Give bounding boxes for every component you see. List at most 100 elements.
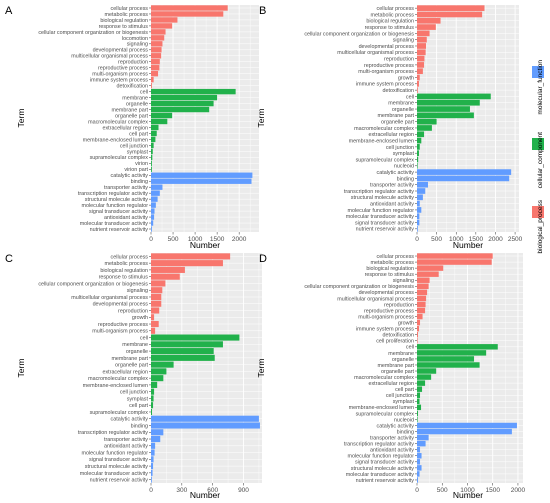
bar <box>151 106 210 113</box>
plot-background <box>151 253 262 483</box>
term-label: multi-organism process <box>92 72 148 78</box>
bar <box>151 327 156 334</box>
term-label: immune system process <box>356 327 414 333</box>
x-tick-label: 0 <box>149 236 153 243</box>
legend-key-cellular-component <box>532 138 544 150</box>
term-label: organelle part <box>115 113 148 119</box>
bar <box>151 220 154 226</box>
x-axis-title: Number <box>453 240 483 250</box>
term-label: biological regulation <box>100 268 148 274</box>
term-label: developmental process <box>93 302 149 308</box>
bar <box>151 118 168 125</box>
bar <box>417 188 426 194</box>
bar <box>151 408 153 416</box>
term-label: locomotion <box>122 36 148 42</box>
bar <box>417 131 425 138</box>
bar <box>151 395 154 402</box>
bar <box>417 106 470 112</box>
bar <box>151 214 155 220</box>
bar <box>417 175 510 182</box>
bar <box>151 17 178 23</box>
bar <box>151 435 161 443</box>
bar <box>151 29 166 35</box>
bar <box>417 207 422 213</box>
bar <box>151 202 156 208</box>
term-label: response to stimulus <box>99 24 149 30</box>
term-label: organelle <box>126 349 148 355</box>
x-tick-label: 1000 <box>188 236 203 243</box>
bar <box>417 295 427 302</box>
term-label: cellular component organization or bioge… <box>304 31 414 37</box>
term-label: biological regulation <box>366 19 414 25</box>
term-label: multi-organism process <box>92 329 148 335</box>
term-label: membrane part <box>377 113 414 119</box>
bar <box>151 415 259 422</box>
term-label: multicellular organismal process <box>337 296 414 302</box>
term-label: extracellular region <box>102 125 148 131</box>
term-label: cell junction <box>386 393 414 399</box>
bar <box>417 453 422 459</box>
term-label: reproductive process <box>364 308 414 314</box>
bar <box>151 142 154 149</box>
x-tick-label: 0 <box>415 236 419 243</box>
term-label: transcription regulator activity <box>344 442 414 448</box>
legend-label: cellular_component <box>537 132 544 189</box>
bar <box>417 5 485 11</box>
bar <box>151 178 252 184</box>
term-label: detoxification <box>117 84 148 90</box>
bar <box>151 287 163 294</box>
bar <box>151 130 157 137</box>
bar <box>151 47 162 53</box>
term-label: reproductive process <box>98 322 148 328</box>
term-label: catalytic activity <box>111 173 149 179</box>
bar <box>151 166 152 172</box>
bar <box>417 93 491 100</box>
term-label: structural molecule activity <box>351 195 415 201</box>
bar <box>417 471 420 477</box>
x-axis-title: Number <box>453 490 483 500</box>
term-label: antioxidant activity <box>370 448 414 454</box>
term-label: molecular transducer activity <box>346 214 415 220</box>
term-label: cellular process <box>111 254 149 260</box>
term-label: metabolic process <box>371 12 415 18</box>
bar <box>417 17 441 24</box>
term-label: membrane <box>388 351 414 357</box>
bar <box>151 456 154 463</box>
term-label: antioxidant activity <box>104 444 148 450</box>
term-label: cellular component organization or bioge… <box>38 30 148 36</box>
bar <box>417 277 430 283</box>
term-label: reproduction <box>384 302 414 308</box>
panel-letter: A <box>5 5 13 17</box>
term-label: molecular function regulator <box>81 203 148 209</box>
x-tick-label: 2000 <box>232 236 247 243</box>
panel-letter: C <box>5 253 13 265</box>
bar <box>417 271 439 277</box>
bar <box>151 307 160 314</box>
term-label: cellular component organization or bioge… <box>38 281 148 287</box>
bar <box>417 392 421 398</box>
term-label: extracellular region <box>368 132 414 138</box>
bar <box>151 368 167 375</box>
term-label: nutrient reservoir activity <box>90 227 149 233</box>
bar <box>417 319 421 326</box>
bar <box>151 76 154 83</box>
term-label: supramolecular complex <box>90 155 149 161</box>
bar <box>151 184 163 190</box>
term-label: signal transducer activity <box>355 220 414 226</box>
term-label: membrane-enclosed lumen <box>83 137 148 143</box>
term-label: macromolecular complex <box>354 126 414 132</box>
bar <box>417 226 418 232</box>
plot-background <box>151 5 259 232</box>
x-tick-label: 500 <box>168 236 179 243</box>
bar <box>417 118 437 125</box>
term-label: biological regulation <box>100 18 148 24</box>
term-label: antioxidant activity <box>370 202 414 208</box>
bar <box>151 449 155 456</box>
term-label: reproduction <box>118 308 148 314</box>
term-label: membrane-enclosed lumen <box>349 405 414 411</box>
term-label: catalytic activity <box>377 423 415 429</box>
term-label: organelle part <box>381 369 414 375</box>
term-label: cellular process <box>377 6 415 12</box>
term-label: cellular component organization or bioge… <box>304 284 414 290</box>
